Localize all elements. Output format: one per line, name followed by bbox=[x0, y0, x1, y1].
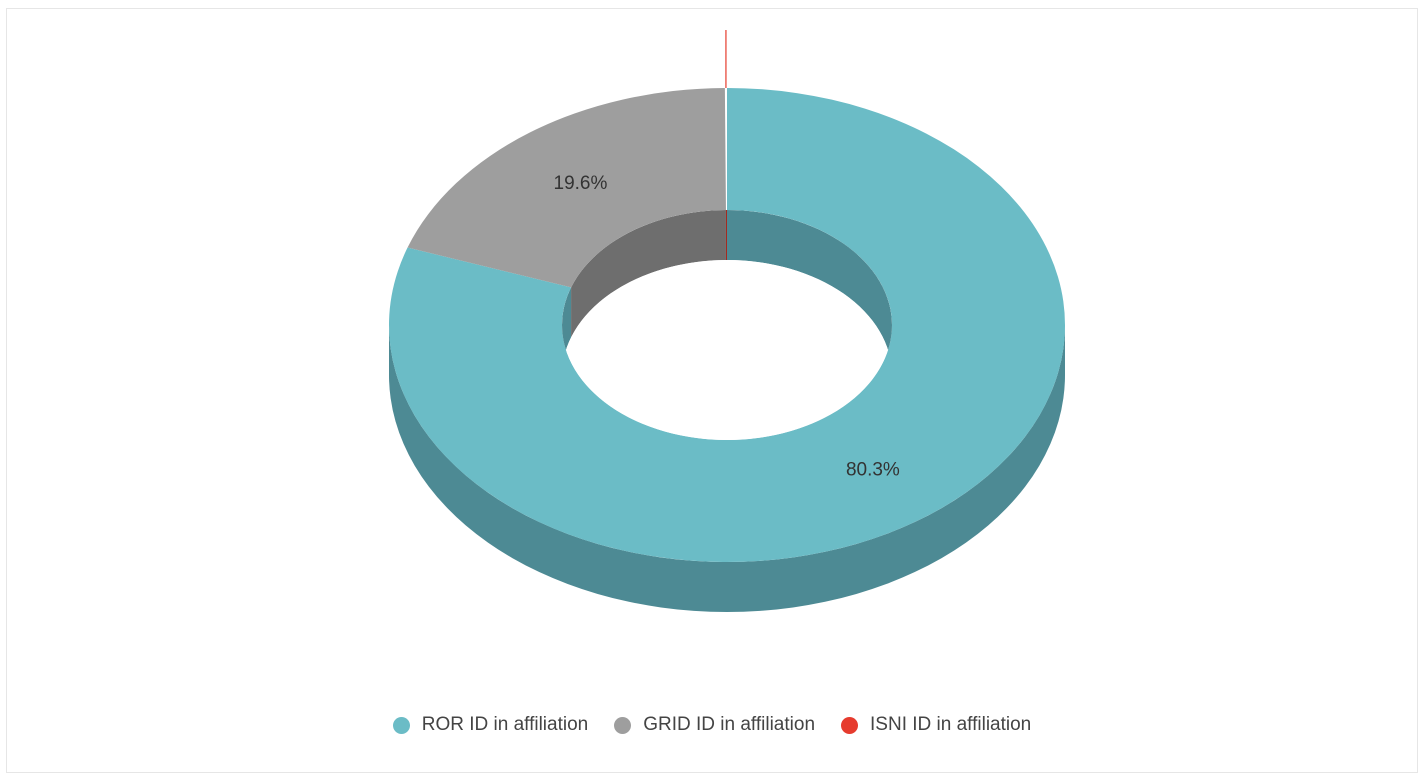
legend-label-grid: GRID ID in affiliation bbox=[643, 714, 816, 735]
legend-item-ror[interactable]: ROR ID in affiliation bbox=[392, 714, 589, 736]
slice-inner-wall-grid bbox=[571, 210, 726, 338]
data-label-ror: 80.3% bbox=[846, 459, 900, 480]
slice-inner-wall-ror bbox=[727, 210, 892, 375]
slice-tops bbox=[389, 30, 1066, 562]
legend-label-ror: ROR ID in affiliation bbox=[421, 714, 589, 735]
legend-marker-grid bbox=[614, 716, 632, 734]
slice-ror bbox=[389, 88, 1066, 562]
data-label-grid: 19.6% bbox=[554, 173, 608, 194]
legend-marker-ror bbox=[392, 716, 410, 734]
slice-sides bbox=[389, 325, 1065, 612]
chart-legend: ROR ID in affiliation GRID ID in affilia… bbox=[0, 714, 1424, 736]
slice-labels: 80.3% 19.6% bbox=[554, 173, 900, 480]
slice-side-ror bbox=[389, 325, 1065, 612]
legend-label-isni: ISNI ID in affiliation bbox=[870, 714, 1032, 735]
slice-grid bbox=[407, 88, 726, 288]
slice-inner-wall-isni bbox=[725, 210, 727, 261]
legend-marker-isni bbox=[841, 716, 859, 734]
legend-item-grid[interactable]: GRID ID in affiliation bbox=[614, 714, 815, 736]
legend-item-isni[interactable]: ISNI ID in affiliation bbox=[841, 714, 1031, 736]
